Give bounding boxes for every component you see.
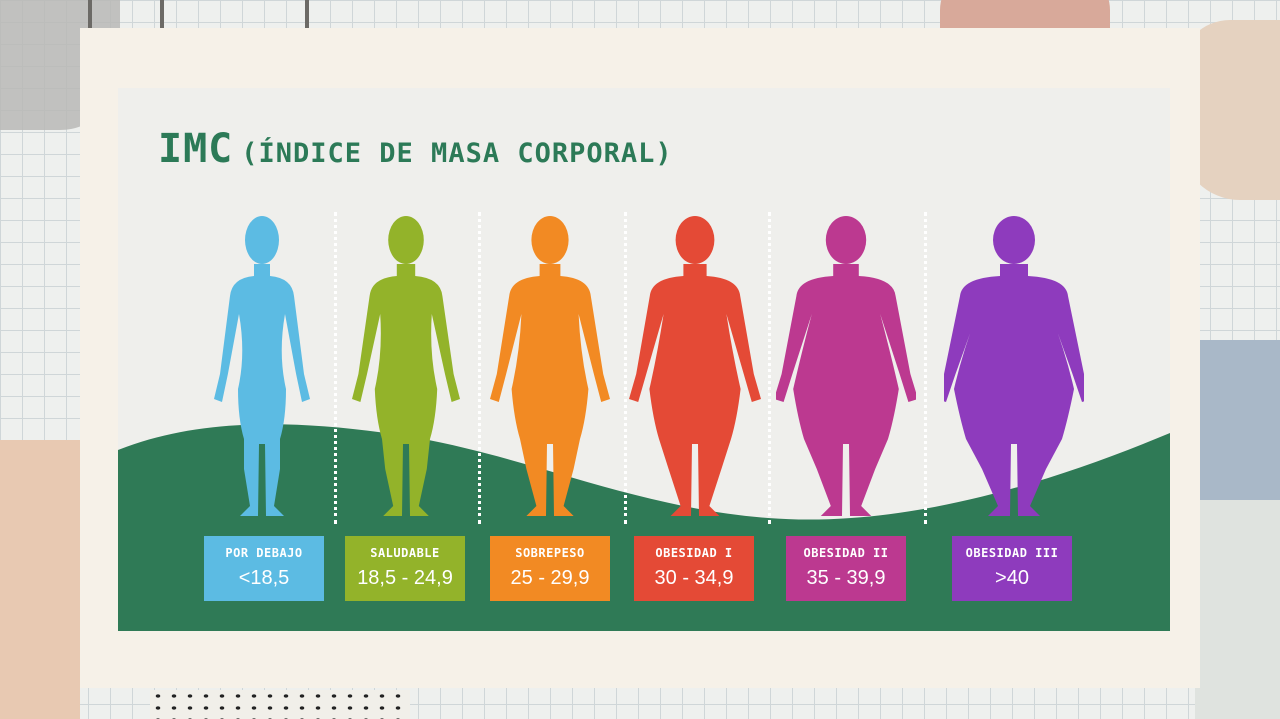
column-divider xyxy=(478,212,481,524)
figure-head xyxy=(531,216,569,264)
body-silhouette-icon xyxy=(944,216,1084,516)
category-label: SALUDABLE xyxy=(370,546,440,560)
category-label: OBESIDAD I xyxy=(655,546,733,560)
category-label: OBESIDAD II xyxy=(803,546,889,560)
decorative-scrap xyxy=(0,440,80,719)
body-silhouette-icon xyxy=(214,216,310,516)
category-range: 30 - 34,9 xyxy=(654,567,734,589)
figure-head xyxy=(993,216,1035,264)
figure-head xyxy=(825,216,867,264)
figure-body xyxy=(944,264,1084,516)
figure-body xyxy=(352,264,460,516)
body-silhouette-icon xyxy=(629,216,761,516)
decorative-scrap xyxy=(1200,340,1280,500)
column-divider xyxy=(768,212,771,524)
title-subtitle: (ÍNDICE DE MASA CORPORAL) xyxy=(241,138,673,169)
bmi-infographic: IMC (ÍNDICE DE MASA CORPORAL) POR DEBAJO <… xyxy=(118,88,1170,631)
title-main: IMC xyxy=(158,126,234,172)
category-label: OBESIDAD III xyxy=(965,546,1059,560)
category-badge: SALUDABLE 18,5 - 24,9 xyxy=(345,536,465,601)
category-badge: POR DEBAJO <18,5 xyxy=(204,536,324,601)
column-divider xyxy=(334,212,337,524)
figure-head xyxy=(388,216,424,264)
decorative-dots xyxy=(150,690,410,719)
body-silhouette-icon xyxy=(352,216,460,516)
category-range: <18,5 xyxy=(238,567,290,589)
decorative-stick xyxy=(160,0,164,28)
figure-body xyxy=(629,264,761,516)
category-badge: OBESIDAD III >40 xyxy=(952,536,1072,601)
decorative-stick xyxy=(88,0,92,28)
category-badge: OBESIDAD II 35 - 39,9 xyxy=(786,536,906,601)
decorative-scrap xyxy=(1195,500,1280,719)
column-divider xyxy=(924,212,927,524)
category-label: SOBREPESO xyxy=(515,546,585,560)
figure-head xyxy=(675,216,715,264)
category-range: 35 - 39,9 xyxy=(806,567,886,589)
figure-body xyxy=(776,264,916,516)
column-divider xyxy=(624,212,627,524)
decorative-scrap xyxy=(940,0,1110,30)
category-range: 25 - 29,9 xyxy=(510,567,590,589)
category-badge: OBESIDAD I 30 - 34,9 xyxy=(634,536,754,601)
category-range: >40 xyxy=(995,567,1029,589)
page-title: IMC (ÍNDICE DE MASA CORPORAL) xyxy=(158,126,673,172)
category-label: POR DEBAJO xyxy=(225,546,303,560)
body-silhouette-icon xyxy=(490,216,610,516)
decorative-stick xyxy=(305,0,309,28)
category-badge: SOBREPESO 25 - 29,9 xyxy=(490,536,610,601)
figure-body xyxy=(490,264,610,516)
figure-head xyxy=(245,216,279,264)
category-range: 18,5 - 24,9 xyxy=(357,567,453,589)
body-silhouette-icon xyxy=(776,216,916,516)
figure-body xyxy=(214,264,310,516)
